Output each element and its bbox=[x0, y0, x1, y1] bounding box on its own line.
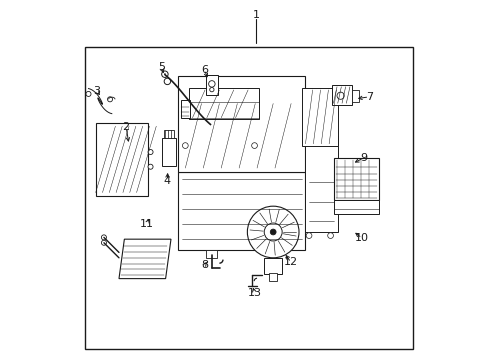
Circle shape bbox=[336, 92, 344, 99]
Circle shape bbox=[247, 206, 298, 258]
Text: 7: 7 bbox=[365, 92, 372, 102]
Bar bbox=[178, 172, 305, 250]
Text: 11: 11 bbox=[140, 219, 154, 229]
Circle shape bbox=[182, 143, 188, 148]
Circle shape bbox=[209, 87, 214, 92]
Bar bbox=[264, 258, 282, 274]
Text: 1: 1 bbox=[252, 10, 259, 20]
Bar bbox=[206, 250, 216, 258]
Bar bbox=[351, 90, 358, 102]
Bar bbox=[268, 273, 277, 281]
Text: 13: 13 bbox=[247, 288, 261, 298]
Bar bbox=[163, 130, 174, 138]
Bar bbox=[178, 76, 305, 172]
Circle shape bbox=[86, 91, 91, 96]
Bar bbox=[206, 75, 217, 95]
Circle shape bbox=[101, 235, 106, 240]
Bar bbox=[333, 200, 378, 214]
Circle shape bbox=[270, 229, 276, 235]
Circle shape bbox=[264, 223, 282, 241]
Text: 10: 10 bbox=[354, 233, 368, 243]
Bar bbox=[333, 158, 378, 200]
Circle shape bbox=[251, 143, 257, 148]
Text: 6: 6 bbox=[201, 64, 207, 75]
Text: 4: 4 bbox=[163, 176, 171, 186]
Circle shape bbox=[101, 240, 106, 245]
Bar bbox=[85, 47, 412, 348]
Circle shape bbox=[327, 233, 333, 238]
Text: 12: 12 bbox=[284, 257, 298, 267]
Polygon shape bbox=[119, 239, 171, 279]
Circle shape bbox=[208, 81, 215, 87]
Text: 3: 3 bbox=[93, 86, 100, 96]
Bar bbox=[180, 100, 190, 118]
Circle shape bbox=[148, 149, 153, 154]
Circle shape bbox=[162, 71, 168, 77]
Text: 2: 2 bbox=[122, 122, 129, 132]
Circle shape bbox=[107, 97, 112, 102]
Circle shape bbox=[164, 78, 170, 85]
Bar bbox=[96, 123, 147, 196]
Text: 8: 8 bbox=[201, 260, 207, 270]
Circle shape bbox=[305, 233, 311, 238]
Text: 9: 9 bbox=[360, 153, 366, 163]
Bar bbox=[305, 136, 337, 232]
Bar bbox=[332, 85, 351, 105]
Bar bbox=[301, 88, 337, 145]
Text: 5: 5 bbox=[158, 62, 164, 72]
Bar bbox=[188, 88, 259, 120]
Circle shape bbox=[148, 164, 153, 169]
Bar bbox=[162, 138, 175, 166]
